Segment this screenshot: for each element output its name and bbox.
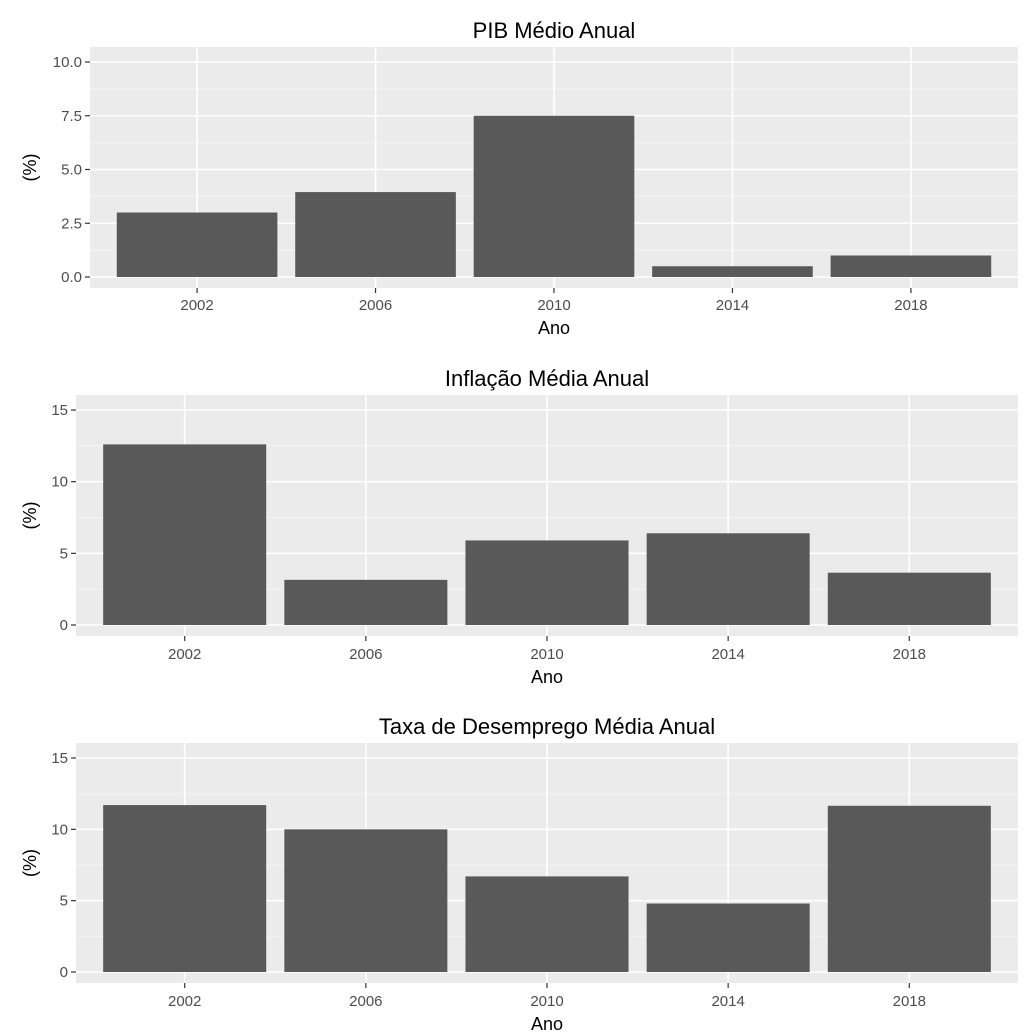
chart-1: 0.0 2.5 5.0 7.5 10.0 2002 2006 2010 2014 2018 PIB … xyxy=(20,18,1018,338)
x-tick-label: 2018 xyxy=(893,993,926,1010)
y-tick-label: 10 xyxy=(51,821,68,838)
bar-2014 xyxy=(652,266,813,277)
x-tick-label: 2006 xyxy=(359,297,392,314)
y-tick-label: 0 xyxy=(60,964,68,981)
y-tick-label: 0 xyxy=(60,617,68,634)
chart-2: 0 5 10 15 2002 2006 2010 2014 2018 Inflação Média… xyxy=(20,366,1018,687)
bar-2018 xyxy=(827,572,991,625)
y-tick-label: 10.0 xyxy=(53,54,82,71)
y-tick-label: 0.0 xyxy=(61,269,82,286)
y-tick-label: 10 xyxy=(51,474,68,491)
x-tick-label: 2002 xyxy=(168,646,201,663)
x-axis-title: Ano xyxy=(538,318,570,338)
bar-2018 xyxy=(830,255,992,277)
x-tick-label: 2010 xyxy=(530,993,563,1010)
bar-2014 xyxy=(646,903,810,972)
bar-2010 xyxy=(473,115,635,277)
bar-2002 xyxy=(116,212,278,277)
bar-2002 xyxy=(103,805,267,972)
x-axis-title: Ano xyxy=(531,667,563,687)
y-tick-label: 2.5 xyxy=(61,215,82,232)
bar-2006 xyxy=(284,579,448,625)
x-axis-title: Ano xyxy=(531,1014,563,1034)
bar-2010 xyxy=(465,876,629,972)
x-tick-label: 2014 xyxy=(716,297,749,314)
y-tick-label: 5.0 xyxy=(61,162,82,179)
bar-2014 xyxy=(646,533,810,625)
y-axis-title: (%) xyxy=(20,502,40,530)
y-tick-label: 15 xyxy=(51,750,68,767)
bar-2006 xyxy=(284,829,448,972)
x-tick-label: 2002 xyxy=(180,297,213,314)
x-tick-label: 2014 xyxy=(711,993,744,1010)
x-tick-label: 2002 xyxy=(168,993,201,1010)
x-tick-label: 2014 xyxy=(711,646,744,663)
chart-title: Taxa de Desemprego Média Anual xyxy=(379,714,715,739)
y-tick-label: 5 xyxy=(60,545,68,562)
x-tick-label: 2010 xyxy=(537,297,570,314)
y-axis-title: (%) xyxy=(20,154,40,182)
y-tick-label: 7.5 xyxy=(61,108,82,125)
x-tick-label: 2018 xyxy=(893,646,926,663)
y-axis-title: (%) xyxy=(20,849,40,877)
chart-title: PIB Médio Anual xyxy=(473,18,636,43)
x-tick-label: 2010 xyxy=(530,646,563,663)
x-tick-label: 2018 xyxy=(894,297,927,314)
x-tick-label: 2006 xyxy=(349,993,382,1010)
y-tick-label: 5 xyxy=(60,893,68,910)
y-tick-label: 15 xyxy=(51,402,68,419)
bar-2006 xyxy=(295,192,456,277)
chart-title: Inflação Média Anual xyxy=(445,366,649,391)
chart-3: 0 5 10 15 2002 2006 2010 2014 2018 Taxa de Desemp… xyxy=(20,714,1018,1034)
bar-2010 xyxy=(465,540,629,625)
x-tick-label: 2006 xyxy=(349,646,382,663)
bar-2002 xyxy=(103,444,267,625)
bar-2018 xyxy=(827,805,991,972)
